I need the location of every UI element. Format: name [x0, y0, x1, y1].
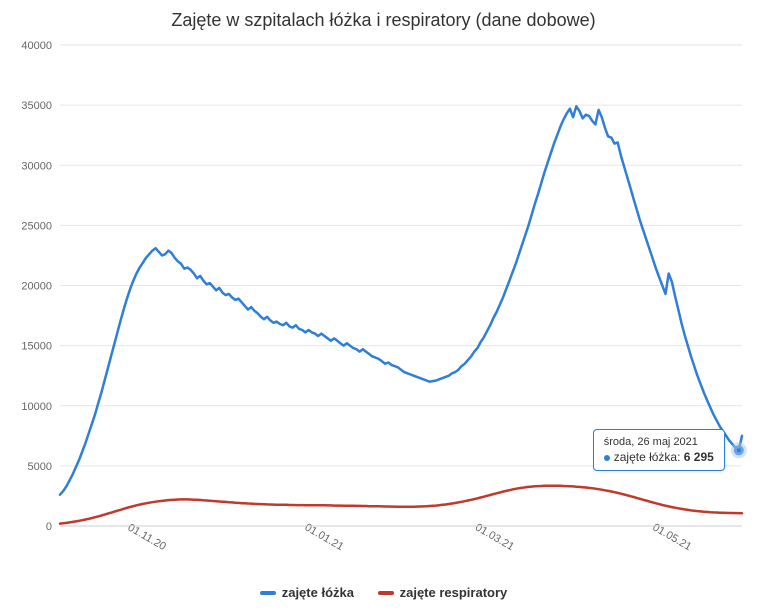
chart-title: Zajęte w szpitalach łóżka i respiratory … — [0, 10, 767, 31]
tooltip-dot-icon — [604, 455, 610, 461]
legend-item-beds[interactable]: zajęte łóżka — [260, 585, 354, 600]
hover-marker-icon — [734, 445, 744, 455]
svg-text:10000: 10000 — [21, 401, 52, 413]
svg-text:25000: 25000 — [21, 220, 52, 232]
tooltip: środa, 26 maj 2021 zajęte łóżka: 6 295 — [593, 429, 725, 471]
svg-text:20000: 20000 — [21, 281, 52, 293]
tooltip-row: zajęte łóżka: 6 295 — [604, 450, 714, 464]
chart-container: Zajęte w szpitalach łóżka i respiratory … — [0, 0, 767, 606]
legend-swatch-icon — [378, 591, 394, 595]
series-line — [60, 486, 742, 524]
svg-text:30000: 30000 — [21, 160, 52, 172]
legend-label: zajęte respiratory — [400, 585, 508, 600]
legend-item-respirators[interactable]: zajęte respiratory — [378, 585, 508, 600]
legend-swatch-icon — [260, 591, 276, 595]
legend-label: zajęte łóżka — [282, 585, 354, 600]
chart-svg: 0 5000 10000 15000 20000 25000 30000 35000 40000… — [0, 0, 767, 606]
svg-text:35000: 35000 — [21, 100, 52, 112]
legend: zajęte łóżka zajęte respiratory — [0, 583, 767, 601]
tooltip-series-name: zajęte łóżka — [614, 450, 677, 464]
svg-text:40000: 40000 — [21, 40, 52, 52]
svg-text:15000: 15000 — [21, 341, 52, 353]
tooltip-header: środa, 26 maj 2021 — [604, 436, 714, 448]
tooltip-value: 6 295 — [684, 450, 714, 464]
svg-text:0: 0 — [46, 521, 52, 533]
svg-text:5000: 5000 — [28, 461, 52, 473]
